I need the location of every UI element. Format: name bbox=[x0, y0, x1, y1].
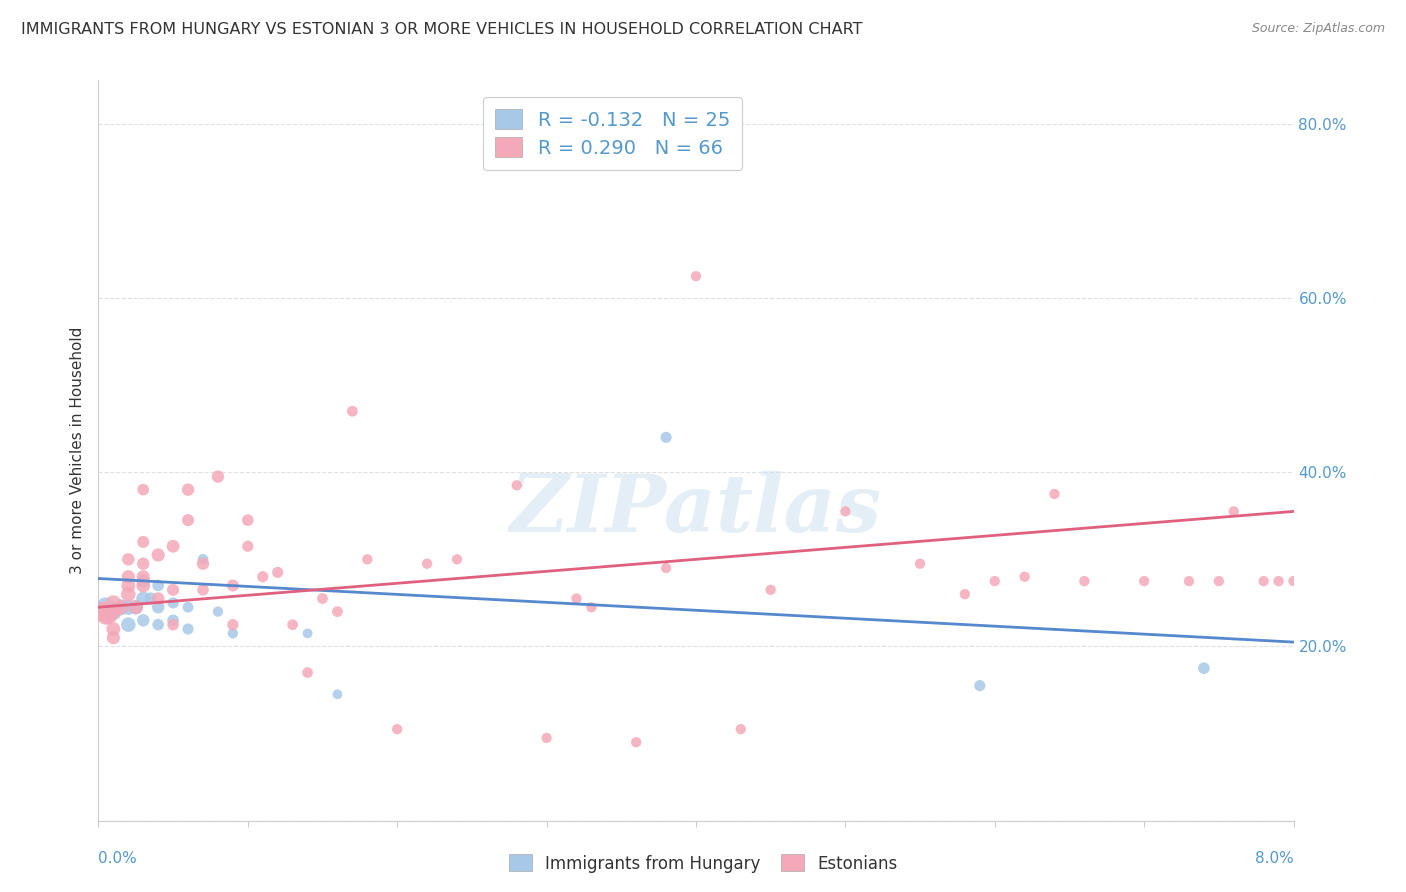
Text: ZIPatlas: ZIPatlas bbox=[510, 471, 882, 549]
Point bbox=[565, 591, 588, 606]
Point bbox=[506, 478, 529, 492]
Point bbox=[117, 570, 139, 584]
Point bbox=[132, 570, 155, 584]
Point bbox=[342, 404, 364, 418]
Y-axis label: 3 or more Vehicles in Household: 3 or more Vehicles in Household bbox=[69, 326, 84, 574]
Point bbox=[191, 582, 214, 597]
Point bbox=[103, 605, 125, 619]
Text: 0.0%: 0.0% bbox=[98, 851, 138, 866]
Point bbox=[117, 578, 139, 592]
Point bbox=[1192, 661, 1215, 675]
Point bbox=[162, 582, 184, 597]
Point bbox=[581, 600, 603, 615]
Point bbox=[953, 587, 976, 601]
Point bbox=[281, 617, 304, 632]
Point bbox=[326, 605, 349, 619]
Point bbox=[94, 609, 117, 624]
Text: 8.0%: 8.0% bbox=[1254, 851, 1294, 866]
Point bbox=[1253, 574, 1275, 588]
Point bbox=[191, 557, 214, 571]
Point bbox=[148, 548, 170, 562]
Point bbox=[177, 600, 200, 615]
Point bbox=[655, 430, 678, 444]
Point bbox=[984, 574, 1007, 588]
Point bbox=[222, 617, 245, 632]
Point bbox=[222, 578, 245, 592]
Point bbox=[94, 600, 117, 615]
Point bbox=[222, 626, 245, 640]
Legend: Immigrants from Hungary, Estonians: Immigrants from Hungary, Estonians bbox=[502, 847, 904, 880]
Point bbox=[162, 539, 184, 553]
Point bbox=[908, 557, 931, 571]
Point bbox=[148, 578, 170, 592]
Point bbox=[132, 591, 155, 606]
Point bbox=[103, 622, 125, 636]
Legend: R = -0.132   N = 25, R = 0.290   N = 66: R = -0.132 N = 25, R = 0.290 N = 66 bbox=[484, 97, 741, 169]
Point bbox=[110, 600, 132, 615]
Point bbox=[162, 596, 184, 610]
Point bbox=[162, 613, 184, 627]
Point bbox=[207, 605, 229, 619]
Point bbox=[117, 587, 139, 601]
Point bbox=[236, 539, 259, 553]
Point bbox=[117, 617, 139, 632]
Point bbox=[759, 582, 782, 597]
Text: IMMIGRANTS FROM HUNGARY VS ESTONIAN 3 OR MORE VEHICLES IN HOUSEHOLD CORRELATION : IMMIGRANTS FROM HUNGARY VS ESTONIAN 3 OR… bbox=[21, 22, 863, 37]
Point bbox=[356, 552, 378, 566]
Point bbox=[834, 504, 856, 518]
Point bbox=[1223, 504, 1246, 518]
Point bbox=[148, 600, 170, 615]
Point bbox=[132, 613, 155, 627]
Point bbox=[685, 269, 707, 284]
Point bbox=[969, 679, 991, 693]
Point bbox=[326, 687, 349, 701]
Point bbox=[207, 469, 229, 483]
Point bbox=[252, 570, 274, 584]
Point bbox=[139, 591, 162, 606]
Point bbox=[1267, 574, 1289, 588]
Point bbox=[132, 574, 155, 588]
Point bbox=[103, 596, 125, 610]
Point bbox=[132, 535, 155, 549]
Point bbox=[446, 552, 468, 566]
Point bbox=[416, 557, 439, 571]
Point bbox=[626, 735, 648, 749]
Point bbox=[110, 600, 132, 615]
Point bbox=[655, 561, 678, 575]
Point bbox=[177, 483, 200, 497]
Point bbox=[730, 722, 752, 736]
Point bbox=[91, 605, 114, 619]
Point bbox=[536, 731, 558, 745]
Point bbox=[103, 605, 125, 619]
Point bbox=[103, 631, 125, 645]
Point bbox=[148, 591, 170, 606]
Point bbox=[1282, 574, 1305, 588]
Point bbox=[97, 609, 120, 624]
Point bbox=[132, 578, 155, 592]
Point bbox=[191, 552, 214, 566]
Point bbox=[117, 552, 139, 566]
Point bbox=[132, 557, 155, 571]
Point bbox=[297, 665, 319, 680]
Point bbox=[1073, 574, 1095, 588]
Point bbox=[148, 617, 170, 632]
Point bbox=[117, 600, 139, 615]
Point bbox=[177, 513, 200, 527]
Point bbox=[125, 600, 148, 615]
Point bbox=[1208, 574, 1230, 588]
Point bbox=[1133, 574, 1156, 588]
Point bbox=[162, 617, 184, 632]
Point bbox=[132, 483, 155, 497]
Point bbox=[177, 622, 200, 636]
Text: Source: ZipAtlas.com: Source: ZipAtlas.com bbox=[1251, 22, 1385, 36]
Point bbox=[311, 591, 333, 606]
Point bbox=[125, 600, 148, 615]
Point bbox=[1178, 574, 1201, 588]
Point bbox=[385, 722, 409, 736]
Point bbox=[297, 626, 319, 640]
Point bbox=[236, 513, 259, 527]
Point bbox=[267, 566, 290, 580]
Point bbox=[1014, 570, 1036, 584]
Point bbox=[1043, 487, 1066, 501]
